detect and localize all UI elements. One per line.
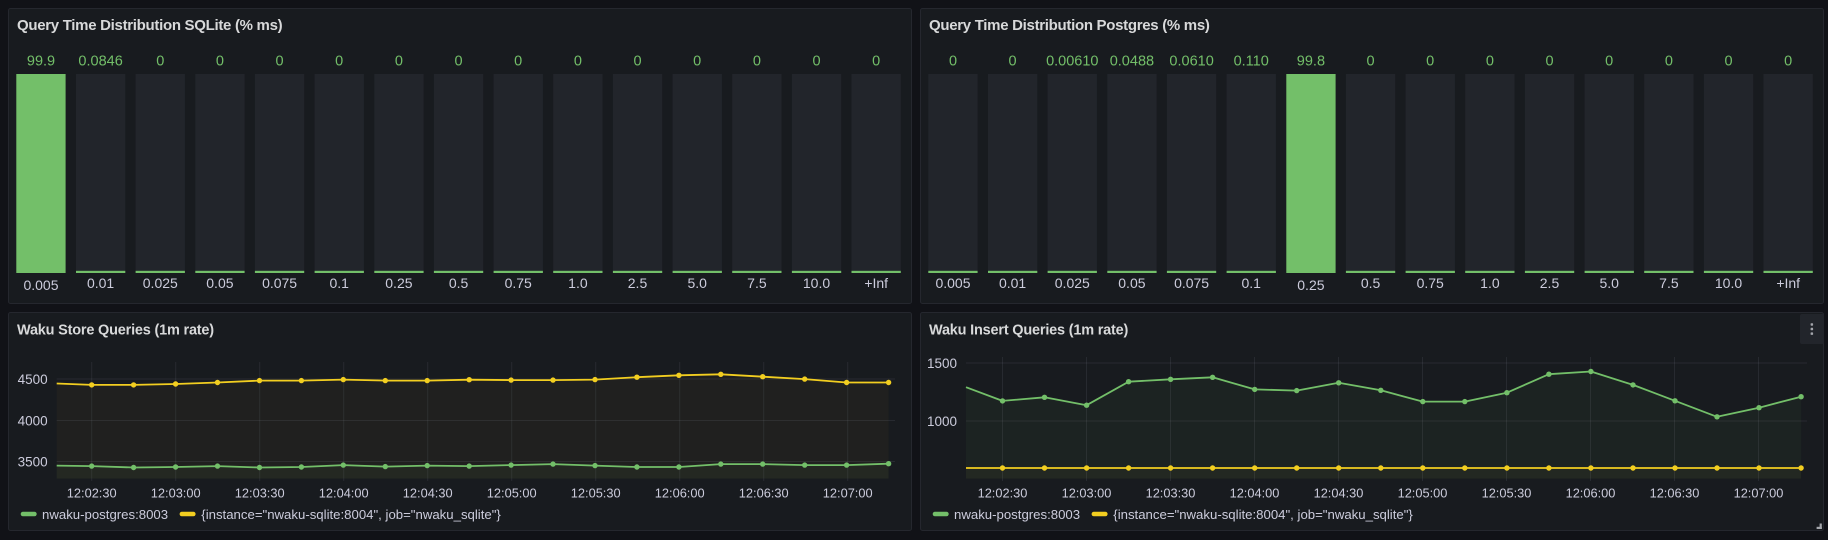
svg-text:nwaku-postgres:8003: nwaku-postgres:8003 bbox=[42, 507, 168, 522]
svg-text:0: 0 bbox=[216, 53, 224, 69]
svg-text:0: 0 bbox=[395, 53, 403, 69]
svg-text:0.0610: 0.0610 bbox=[1169, 53, 1213, 69]
svg-text:0: 0 bbox=[753, 53, 761, 69]
svg-text:0: 0 bbox=[872, 53, 880, 69]
svg-text:12:06:30: 12:06:30 bbox=[1650, 486, 1700, 501]
svg-text:99.8: 99.8 bbox=[1297, 53, 1325, 69]
svg-text:0.025: 0.025 bbox=[1055, 275, 1090, 291]
svg-text:12:05:30: 12:05:30 bbox=[1482, 486, 1532, 501]
svg-text:5.0: 5.0 bbox=[687, 275, 707, 291]
svg-text:0.01: 0.01 bbox=[999, 275, 1026, 291]
svg-text:12:03:00: 12:03:00 bbox=[151, 486, 201, 501]
svg-text:0: 0 bbox=[1784, 53, 1792, 69]
svg-text:0: 0 bbox=[1486, 53, 1494, 69]
svg-text:12:04:00: 12:04:00 bbox=[319, 486, 369, 501]
svg-text:Query Time Distribution Postgr: Query Time Distribution Postgres (% ms) bbox=[929, 17, 1210, 34]
svg-text:10.0: 10.0 bbox=[803, 275, 830, 291]
svg-text:0.5: 0.5 bbox=[1361, 275, 1381, 291]
svg-text:0.75: 0.75 bbox=[1417, 275, 1444, 291]
svg-text:0: 0 bbox=[156, 53, 164, 69]
svg-text:2.5: 2.5 bbox=[628, 275, 648, 291]
svg-text:0.075: 0.075 bbox=[1174, 275, 1209, 291]
svg-text:0: 0 bbox=[1665, 53, 1673, 69]
svg-text:12:02:30: 12:02:30 bbox=[978, 486, 1028, 501]
svg-text:+Inf: +Inf bbox=[864, 275, 888, 291]
svg-text:12:06:30: 12:06:30 bbox=[739, 486, 789, 501]
svg-text:12:04:30: 12:04:30 bbox=[403, 486, 453, 501]
svg-text:1.0: 1.0 bbox=[568, 275, 588, 291]
svg-text:12:03:00: 12:03:00 bbox=[1062, 486, 1112, 501]
svg-text:0: 0 bbox=[949, 53, 957, 69]
svg-text:1.0: 1.0 bbox=[1480, 275, 1500, 291]
svg-text:3500: 3500 bbox=[18, 454, 48, 469]
svg-text:0: 0 bbox=[812, 53, 820, 69]
svg-text:12:05:00: 12:05:00 bbox=[1398, 486, 1448, 501]
svg-text:0: 0 bbox=[276, 53, 284, 69]
svg-text:12:02:30: 12:02:30 bbox=[67, 486, 117, 501]
svg-text:0.5: 0.5 bbox=[449, 275, 469, 291]
svg-text:12:03:30: 12:03:30 bbox=[1146, 486, 1196, 501]
svg-text:2.5: 2.5 bbox=[1540, 275, 1560, 291]
svg-text:12:05:30: 12:05:30 bbox=[571, 486, 621, 501]
svg-text:{instance="nwaku-sqlite:8004",: {instance="nwaku-sqlite:8004", job="nwak… bbox=[1113, 507, 1413, 522]
svg-text:0: 0 bbox=[1009, 53, 1017, 69]
svg-text:0.75: 0.75 bbox=[505, 275, 532, 291]
svg-text:0: 0 bbox=[1426, 53, 1434, 69]
svg-text:12:04:30: 12:04:30 bbox=[1314, 486, 1364, 501]
svg-text:0.0488: 0.0488 bbox=[1110, 53, 1154, 69]
svg-text:12:07:00: 12:07:00 bbox=[823, 486, 873, 501]
svg-text:0: 0 bbox=[574, 53, 582, 69]
svg-text:12:04:00: 12:04:00 bbox=[1230, 486, 1280, 501]
svg-text:99.9: 99.9 bbox=[27, 53, 55, 69]
svg-text:Query Time Distribution SQLite: Query Time Distribution SQLite (% ms) bbox=[17, 17, 283, 34]
svg-text:4500: 4500 bbox=[18, 372, 48, 387]
svg-text:7.5: 7.5 bbox=[747, 275, 767, 291]
svg-text:0.005: 0.005 bbox=[23, 277, 58, 293]
svg-text:0.1: 0.1 bbox=[1241, 275, 1261, 291]
svg-text:12:07:00: 12:07:00 bbox=[1734, 486, 1784, 501]
svg-text:1000: 1000 bbox=[927, 414, 957, 429]
svg-text:12:06:00: 12:06:00 bbox=[655, 486, 705, 501]
svg-text:{instance="nwaku-sqlite:8004",: {instance="nwaku-sqlite:8004", job="nwak… bbox=[201, 507, 501, 522]
svg-text:nwaku-postgres:8003: nwaku-postgres:8003 bbox=[954, 507, 1080, 522]
svg-text:12:05:00: 12:05:00 bbox=[487, 486, 537, 501]
svg-text:4000: 4000 bbox=[18, 413, 48, 428]
svg-text:0: 0 bbox=[1605, 53, 1613, 69]
svg-text:0.005: 0.005 bbox=[935, 275, 970, 291]
svg-text:0.1: 0.1 bbox=[329, 275, 349, 291]
svg-text:0.25: 0.25 bbox=[385, 275, 412, 291]
svg-text:7.5: 7.5 bbox=[1659, 275, 1679, 291]
svg-text:0.075: 0.075 bbox=[262, 275, 297, 291]
svg-text:12:06:00: 12:06:00 bbox=[1566, 486, 1616, 501]
svg-text:0.025: 0.025 bbox=[143, 275, 178, 291]
svg-text:Waku Insert Queries (1m rate): Waku Insert Queries (1m rate) bbox=[929, 323, 1129, 339]
svg-text:5.0: 5.0 bbox=[1599, 275, 1619, 291]
svg-text:0: 0 bbox=[693, 53, 701, 69]
svg-text:0: 0 bbox=[335, 53, 343, 69]
svg-text:0.05: 0.05 bbox=[206, 275, 233, 291]
svg-text:0: 0 bbox=[633, 53, 641, 69]
svg-text:0: 0 bbox=[514, 53, 522, 69]
svg-text:0.0846: 0.0846 bbox=[78, 53, 122, 69]
svg-text:Waku Store Queries (1m rate): Waku Store Queries (1m rate) bbox=[17, 323, 214, 339]
svg-text:0: 0 bbox=[1724, 53, 1732, 69]
svg-text:0.00610: 0.00610 bbox=[1046, 53, 1098, 69]
svg-text:0: 0 bbox=[1545, 53, 1553, 69]
svg-text:+Inf: +Inf bbox=[1776, 275, 1800, 291]
svg-text:0.01: 0.01 bbox=[87, 275, 114, 291]
svg-text:0: 0 bbox=[455, 53, 463, 69]
svg-text:0.25: 0.25 bbox=[1297, 277, 1324, 293]
svg-text:0.05: 0.05 bbox=[1118, 275, 1145, 291]
svg-text:1500: 1500 bbox=[927, 356, 957, 371]
svg-text:12:03:30: 12:03:30 bbox=[235, 486, 285, 501]
svg-text:0.110: 0.110 bbox=[1234, 53, 1269, 69]
svg-text:0: 0 bbox=[1367, 53, 1375, 69]
svg-text:10.0: 10.0 bbox=[1715, 275, 1742, 291]
